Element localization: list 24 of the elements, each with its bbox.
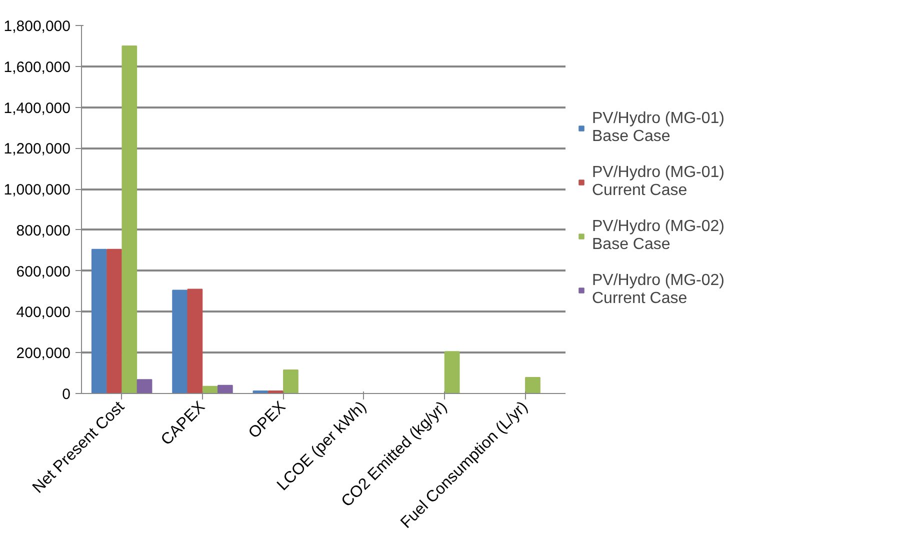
bar	[444, 351, 460, 394]
y-tick-label: 1,800,000	[4, 18, 71, 35]
legend-label: PV/Hydro (MG-01) Current Case	[592, 164, 724, 200]
y-tick-label: 1,000,000	[4, 182, 71, 199]
y-tick-label: 0	[62, 386, 70, 403]
y-tick-label: 1,200,000	[4, 140, 71, 158]
y-tick-label: 1,600,000	[4, 58, 71, 76]
bar	[187, 288, 203, 394]
bar	[218, 384, 233, 394]
legend-label: PV/Hydro (MG-02) Base Case	[592, 218, 724, 254]
y-tick-label: 1,400,000	[4, 100, 71, 117]
bar	[106, 248, 122, 394]
legend-label: PV/Hydro (MG-02) Current Case	[592, 272, 724, 308]
bar	[172, 290, 188, 394]
y-tick-label: 600,000	[16, 263, 71, 280]
bar	[283, 369, 298, 394]
bar	[91, 248, 107, 394]
y-tick-label: 800,000	[16, 222, 71, 240]
legend-label: PV/Hydro (MG-01) Base Case	[592, 110, 724, 146]
bar	[525, 377, 540, 394]
y-tick-label: 400,000	[16, 304, 71, 322]
bar	[136, 379, 152, 394]
bar	[122, 45, 138, 394]
y-tick-label: 200,000	[16, 345, 71, 362]
